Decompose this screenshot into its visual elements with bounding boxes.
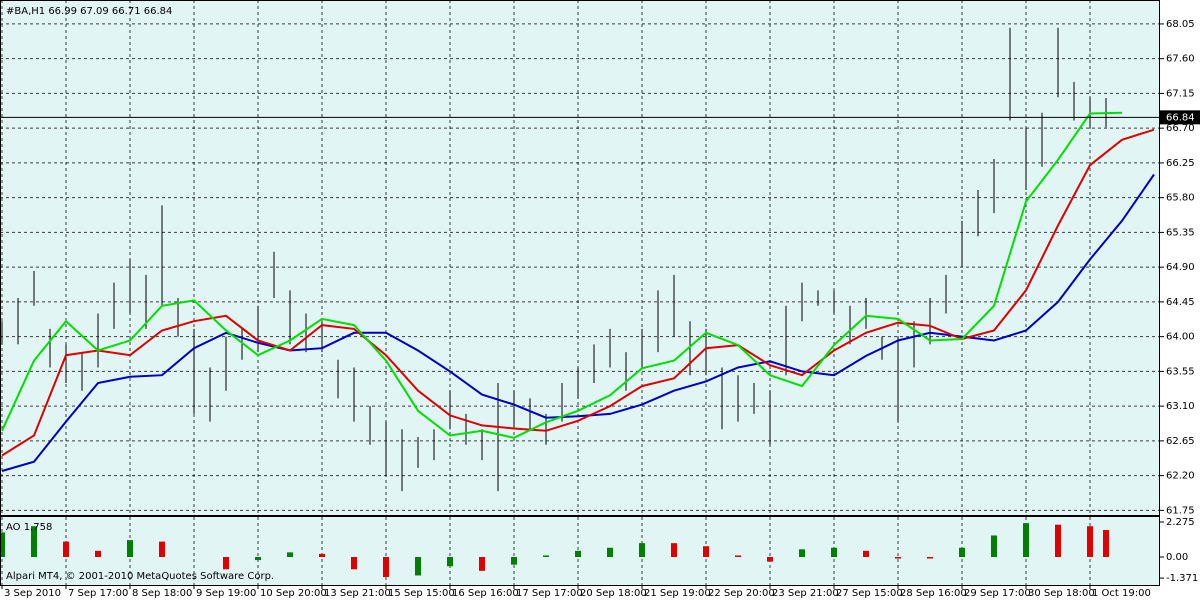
ao-bar xyxy=(511,557,517,565)
y-tick-label: 63.10 xyxy=(1166,401,1195,412)
ao-bar xyxy=(799,549,805,557)
x-tick-label: 7 Sep 17:00 xyxy=(68,588,128,599)
ao-bar xyxy=(447,557,453,567)
ao-bar xyxy=(607,547,613,557)
y-tick-label: -1.371 xyxy=(1166,573,1198,584)
x-tick-label: 8 Sep 18:00 xyxy=(132,588,192,599)
x-tick-label: 1 Oct 19:00 xyxy=(1092,588,1151,599)
y-tick-label: 67.60 xyxy=(1166,54,1195,65)
x-tick-label: 10 Sep 20:00 xyxy=(260,588,327,599)
y-tick-label: 63.55 xyxy=(1166,366,1195,377)
y-tick-label: 2.275 xyxy=(1166,517,1195,528)
ao-bar xyxy=(735,555,741,557)
moving-average xyxy=(1,111,1123,439)
y-tick-label: 65.35 xyxy=(1166,227,1195,238)
x-tick-label: 29 Sep 17:00 xyxy=(964,588,1031,599)
ao-bar xyxy=(767,557,773,562)
ao-bar xyxy=(319,553,325,557)
plot-background xyxy=(0,0,1160,515)
ao-bar xyxy=(127,540,133,557)
ao-bar xyxy=(1055,524,1061,557)
y-tick-label: 62.20 xyxy=(1166,471,1195,482)
ao-bar xyxy=(31,526,37,557)
ao-bar xyxy=(991,535,997,557)
x-tick-label: 9 Sep 19:00 xyxy=(196,588,256,599)
ao-bar xyxy=(959,547,965,557)
ao-bar xyxy=(543,555,549,557)
x-tick-label: 16 Sep 16:00 xyxy=(452,588,519,599)
ao-bar xyxy=(223,557,229,570)
ao-bar xyxy=(415,557,421,576)
ao-bar xyxy=(479,557,485,571)
ao-bar xyxy=(287,552,293,557)
y-tick-label: 66.70 xyxy=(1166,123,1195,134)
ao-bar xyxy=(575,550,581,557)
x-tick-label: 30 Sep 18:00 xyxy=(1028,588,1095,599)
y-tick-label: 64.00 xyxy=(1166,332,1195,343)
ao-bar xyxy=(895,557,901,559)
moving-average xyxy=(1,173,1155,472)
y-tick-label: 68.05 xyxy=(1166,19,1195,30)
x-tick-label: 27 Sep 15:00 xyxy=(836,588,903,599)
ao-bar xyxy=(95,550,101,557)
ao-bar xyxy=(255,557,261,561)
ao-bar xyxy=(863,550,869,557)
price-panel-border xyxy=(0,0,1160,516)
ao-bar xyxy=(0,532,5,557)
y-tick-label: 66.25 xyxy=(1166,158,1195,169)
ao-bar xyxy=(1103,529,1109,557)
ao-bar xyxy=(383,557,389,577)
ao-bar xyxy=(927,557,933,559)
ao-bar xyxy=(1087,526,1093,557)
x-tick-label: 13 Sep 21:00 xyxy=(324,588,391,599)
x-tick-label: 21 Sep 19:00 xyxy=(644,588,711,599)
x-tick-label: 28 Sep 16:00 xyxy=(900,588,967,599)
x-tick-label: 20 Sep 18:00 xyxy=(580,588,647,599)
x-tick-label: 22 Sep 20:00 xyxy=(708,588,775,599)
y-tick-label: 67.15 xyxy=(1166,88,1195,99)
ao-bar xyxy=(703,546,709,557)
last-price-box xyxy=(1160,110,1200,125)
x-tick-label: 23 Sep 21:00 xyxy=(772,588,839,599)
y-tick-label: 62.65 xyxy=(1166,436,1195,447)
ao-title: AO 1.758 xyxy=(6,522,52,533)
ao-bar xyxy=(159,541,165,557)
ao-bar xyxy=(63,541,69,557)
x-tick-label: 15 Sep 15:00 xyxy=(388,588,455,599)
y-tick-label: 64.90 xyxy=(1166,262,1195,273)
y-tick-label: 65.80 xyxy=(1166,193,1195,204)
x-tick-label: 3 Sep 2010 xyxy=(4,588,61,599)
last-price-label: 66.84 xyxy=(1166,112,1195,123)
ao-bar xyxy=(351,557,357,570)
y-tick-label: 61.75 xyxy=(1166,505,1195,516)
ao-bar xyxy=(639,543,645,557)
ao-bar xyxy=(831,547,837,557)
copyright: Alpari MT4, © 2001-2010 MetaQuotes Softw… xyxy=(6,571,274,582)
ao-panel-border xyxy=(0,516,1160,586)
y-tick-label: 0.00 xyxy=(1166,552,1188,563)
ao-bar xyxy=(671,543,677,557)
ao-bar xyxy=(1023,523,1029,557)
y-tick-label: 64.45 xyxy=(1166,297,1195,308)
x-tick-label: 17 Sep 17:00 xyxy=(516,588,583,599)
chart-title: #BA,H1 66.99 67.09 66.71 66.84 xyxy=(6,6,172,17)
